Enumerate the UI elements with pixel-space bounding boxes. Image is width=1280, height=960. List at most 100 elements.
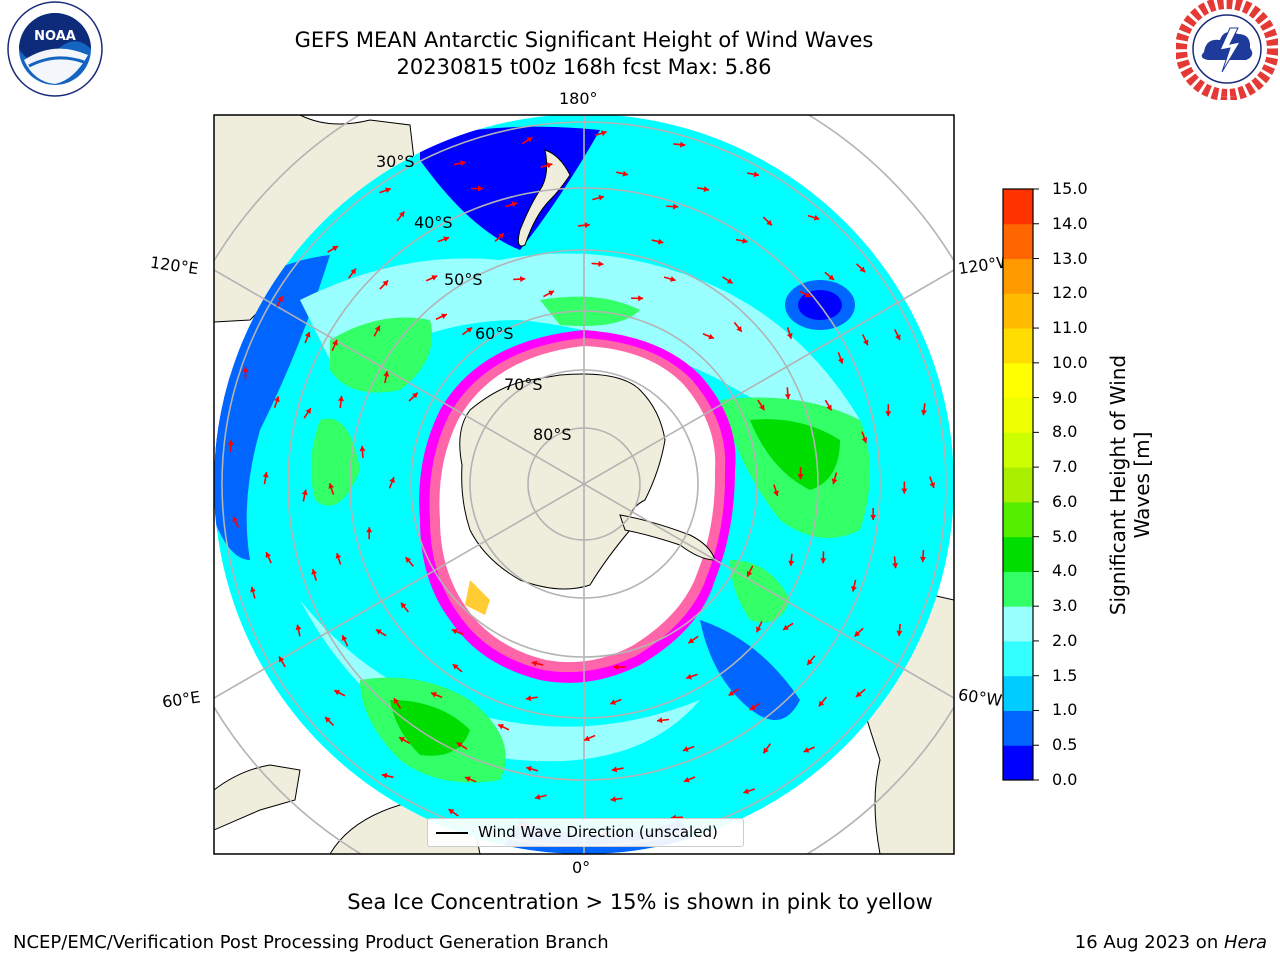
wind-wave-arrow-head (456, 742, 463, 748)
wind-wave-arrow-head (382, 280, 389, 287)
antarctica-land (459, 373, 666, 590)
colorbar-cell (1003, 362, 1033, 399)
colorbar-tick-label: 8.0 (1052, 422, 1078, 442)
colorbar-cell (1003, 328, 1033, 364)
wind-wave-arrow-head (383, 371, 390, 377)
colorbar-tick-label: 12.0 (1052, 283, 1088, 303)
lat-label-40s: 40°S (414, 213, 453, 232)
wind-wave-arrow-head (359, 445, 366, 452)
wind-wave-arrow-head (526, 766, 532, 772)
colorbar-cell (1003, 536, 1033, 572)
wind-wave-arrow-head (498, 724, 504, 730)
wind-wave-arrow-head (332, 246, 338, 252)
legend-line-sample (436, 832, 468, 834)
wind-wave-arrow-head (638, 295, 644, 302)
wind-wave-arrow-head (305, 408, 311, 415)
wind-wave-arrow-head (304, 331, 311, 338)
nws-logo-text: NATIONAL WEATHER SERVICE (1220, 95, 1235, 98)
wind-wave-arrow-head (478, 185, 484, 192)
wind-wave-arrow-head (682, 746, 689, 752)
wind-wave-arrow-head (600, 130, 607, 137)
colorbar-cell (1003, 397, 1033, 433)
wind-wave-arrow-head (451, 628, 458, 635)
wind-wave-arrow-head (862, 339, 869, 346)
wind-wave-arrow-head (242, 366, 249, 373)
noaa-logo: NOAA (7, 1, 103, 97)
colorbar-tick-label: 3.0 (1052, 596, 1078, 616)
wind-wave-arrow-head (686, 673, 692, 680)
wind-wave-arrow-head (680, 141, 686, 148)
colorbar-cell (1003, 640, 1033, 677)
wind-wave-arrow-head (804, 291, 811, 298)
wind-wave-arrow-head (859, 266, 866, 273)
wind-wave-arrow-head (520, 276, 526, 283)
wind-wave-arrow-head (274, 396, 280, 403)
legend-label: Wind Wave Direction (unscaled) (478, 823, 718, 841)
wind-wave-arrow-head (295, 624, 302, 631)
wind-wave-arrow-head (826, 404, 832, 411)
colorbar-tick-label: 9.0 (1052, 387, 1078, 407)
wind-wave-arrow-head (262, 472, 269, 478)
wind-wave-arrow-head (311, 569, 318, 575)
wind-wave-arrow-head (598, 260, 604, 267)
wind-wave-arrow-head (854, 630, 861, 637)
wind-wave-arrow-head (405, 557, 412, 563)
map-legend: Wind Wave Direction (unscaled) (427, 818, 744, 847)
wind-wave-arrow-head (828, 274, 835, 281)
wind-wave-arrow-head (277, 295, 283, 302)
colorbar-tick-label: 1.5 (1052, 665, 1078, 685)
wind-wave-arrow-head (759, 404, 765, 411)
colorbar-cell (1003, 675, 1033, 711)
lat-label-80s: 80°S (533, 425, 572, 444)
wind-wave-arrow-head (895, 334, 901, 341)
wind-wave-arrow-head (782, 624, 789, 630)
colorbar-cell (1003, 501, 1033, 538)
wind-wave-arrow-head (851, 585, 857, 592)
wind-wave-arrow-head (448, 809, 455, 815)
wind-wave-arrow-head (861, 437, 868, 443)
colorbar-cell (1003, 745, 1033, 781)
footer-credit: NCEP/EMC/Verification Post Processing Pr… (13, 932, 609, 953)
wind-wave-arrow-head (334, 689, 341, 696)
wind-wave-arrow-head (708, 333, 715, 340)
wind-wave-arrow-head (784, 394, 791, 400)
wind-wave-arrow-head (670, 276, 676, 282)
wind-wave-arrow-head (546, 162, 553, 169)
wind-wave-arrow-head (855, 691, 862, 697)
wind-wave-arrow-head (803, 747, 810, 753)
wind-wave-arrow-head (400, 602, 407, 609)
colorbar-cell (1003, 293, 1033, 329)
colorbar-label: Significant Height of Wind Waves [m] (1106, 354, 1154, 616)
wind-wave-arrow-head (279, 656, 285, 663)
lat-label-30s: 30°S (376, 152, 415, 171)
wind-wave-arrow-head (350, 268, 356, 275)
colorbar-tick-label: 0.5 (1052, 735, 1078, 755)
wind-wave-arrow-head (813, 214, 820, 221)
colorbar-cell (1003, 189, 1033, 225)
wind-wave-arrow-head (534, 794, 541, 800)
wind-wave-arrow-head (335, 553, 342, 559)
meridian-lines (214, 115, 954, 854)
wind-wave-arrow-head (584, 735, 590, 742)
wind-wave-arrow-head (332, 339, 338, 346)
wind-wave-arrow-head (657, 238, 664, 245)
wind-wave-arrow-head (374, 325, 381, 332)
colorbar-cell (1003, 606, 1033, 642)
colorbar (1002, 188, 1039, 781)
wind-wave-arrow-head (703, 186, 710, 192)
wind-wave-arrow-head (743, 788, 750, 795)
wind-wave-arrow-head (773, 490, 779, 497)
wind-wave-arrow-head (265, 552, 272, 558)
colorbar-tick-label: 10.0 (1052, 352, 1088, 372)
colorbar-tick-label: 1.0 (1052, 700, 1078, 720)
wind-wave-arrow-head (301, 489, 308, 496)
colorbar-cell (1003, 710, 1033, 746)
wind-wave-arrow-head (375, 629, 382, 635)
colorbar-tick-label: 2.0 (1052, 630, 1078, 650)
nws-logo: NATIONAL WEATHER SERVICE (1176, 0, 1278, 100)
wind-wave-arrow-head (786, 333, 793, 339)
colorbar-tick-label: 14.0 (1052, 213, 1088, 233)
lat-label-60s: 60°S (475, 324, 514, 343)
wind-wave-arrow-head (820, 558, 827, 564)
wind-wave-arrow-head (788, 560, 795, 566)
